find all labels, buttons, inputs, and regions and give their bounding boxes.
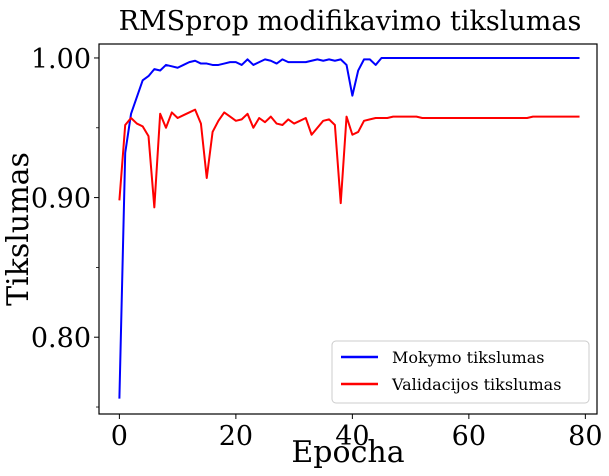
x-axis-ticks: 0 20 40 60 80	[111, 414, 603, 452]
series-line-validation	[118, 108, 580, 209]
x-tick-label: 80	[568, 421, 602, 452]
series-line-training	[118, 56, 580, 399]
y-tick-label: 1.00	[31, 44, 91, 75]
legend-label-training: Mokymo tikslumas	[392, 348, 544, 367]
x-tick-label: 0	[111, 421, 128, 452]
axes-frame	[98, 43, 598, 415]
legend-box	[331, 340, 590, 404]
y-tick-label: 0.80	[31, 323, 91, 354]
x-tick-label: 60	[452, 421, 486, 452]
legend-label-validation: Validacijos tikslumas	[391, 375, 561, 394]
x-tick-label: 40	[335, 421, 369, 452]
plot-lines	[118, 56, 580, 399]
legend: Mokymo tikslumas Validacijos tikslumas	[331, 340, 590, 404]
x-axis-label: Epocha	[291, 435, 404, 470]
y-axis-label: Tikslumas	[1, 152, 36, 306]
x-tick-label: 20	[219, 421, 253, 452]
y-tick-label: 0.90	[31, 184, 91, 215]
y-axis-ticks: 0.80 0.90 1.00	[31, 44, 99, 408]
chart-title: RMSprop modifikavimo tikslumas	[119, 6, 582, 37]
